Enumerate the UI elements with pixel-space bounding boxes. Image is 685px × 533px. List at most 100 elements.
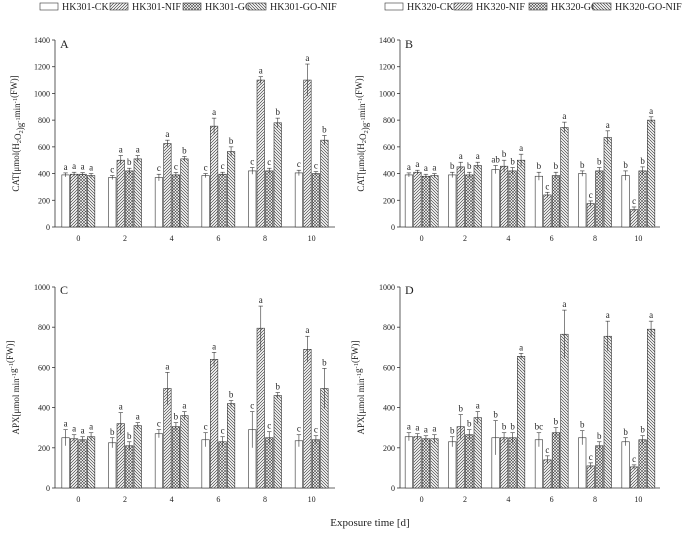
significance-label: c	[267, 157, 271, 167]
significance-label: a	[407, 422, 411, 432]
significance-label: c	[314, 161, 318, 171]
bar-hk320-nif-day-2	[456, 166, 465, 228]
x-tick-label: 10	[634, 495, 642, 504]
y-tick-label: 600	[383, 143, 395, 152]
bar-hk301-go-day-10	[311, 439, 320, 489]
significance-label: c	[204, 422, 208, 432]
y-tick-label: 800	[383, 116, 395, 125]
y-tick-label: 1200	[379, 63, 395, 72]
x-tick-label: 8	[593, 234, 597, 243]
bar-hk301-nif-day-10	[303, 79, 312, 228]
bar-hk320-ck-day-8	[578, 173, 587, 228]
bar-hk301-nif-day-0	[70, 173, 79, 228]
x-tick-label: 0	[76, 495, 80, 504]
significance-label: c	[250, 157, 254, 167]
bar-hk320-nif-day-6	[543, 194, 552, 228]
bar-hk320-go-day-2	[465, 174, 474, 228]
bar-hk320-ck-day-2	[448, 441, 457, 489]
bar-hk301-ck-day-4	[154, 433, 163, 489]
y-tick-label: 200	[38, 196, 50, 205]
bar-hk320-nif-day-4	[500, 165, 509, 228]
x-tick-label: 10	[308, 234, 316, 243]
significance-label: a	[259, 66, 263, 76]
legend-item-hk301-nif: HK301-NIF	[109, 2, 181, 13]
y-tick-label: 600	[38, 143, 50, 152]
x-tick-label: 0	[76, 234, 80, 243]
y-tick-label: 200	[38, 444, 50, 453]
y-axis-label-part: 2	[16, 140, 23, 143]
significance-label: b	[110, 427, 115, 437]
significance-label: a	[136, 412, 140, 422]
significance-label: a	[64, 419, 68, 429]
legend-item-hk301-ck: HK301-CK	[39, 2, 109, 13]
significance-label: bc	[535, 422, 544, 432]
bar-hk320-go-nif-day-4	[517, 356, 526, 489]
significance-label: c	[221, 161, 225, 171]
y-axis-label-part: O	[358, 133, 368, 140]
bar-hk320-nif-day-10	[630, 466, 639, 489]
y-axis-label-part: -1	[11, 373, 18, 378]
y-tick-label: 800	[38, 323, 50, 332]
significance-label: b	[467, 419, 472, 429]
bar-hk301-go-nif-day-10	[320, 139, 329, 228]
bar-hk320-nif-day-0	[413, 436, 422, 489]
bar-hk301-go-nif-day-6	[227, 403, 236, 489]
significance-label: b	[502, 149, 507, 159]
legend-swatch-cross	[528, 2, 548, 11]
x-tick-label: 2	[463, 234, 467, 243]
legend-label: HK301-CK	[62, 2, 109, 13]
y-tick-label: 1000	[379, 283, 395, 292]
y-tick-label: 400	[383, 170, 395, 179]
legend-label: HK320-GO-NIF	[615, 2, 682, 13]
significance-label: a	[649, 106, 653, 116]
significance-label: a	[165, 129, 169, 139]
legend-hk301: HK301-CK HK301-NIF HK301-GO HK301-GO-NIF	[39, 2, 337, 13]
significance-label: b	[276, 107, 281, 117]
bar-hk320-nif-day-6	[543, 459, 552, 489]
y-axis-label-part: CAT[μmol(H	[356, 143, 366, 192]
bar-hk320-ck-day-0	[404, 174, 413, 228]
bar-hk320-go-day-8	[595, 170, 604, 228]
bar-hk320-go-nif-day-6	[560, 127, 569, 228]
bar-hk320-go-nif-day-10	[647, 119, 656, 228]
panel-letter: C	[60, 283, 68, 297]
significance-label: a	[136, 145, 140, 155]
legend-label: HK320-GO	[551, 2, 598, 13]
y-axis-label-part: -1	[12, 98, 19, 103]
significance-label: a	[476, 151, 480, 161]
significance-label: c	[204, 163, 208, 173]
bar-hk320-go-nif-day-4	[517, 159, 526, 228]
significance-label: c	[632, 196, 636, 206]
bar-hk320-ck-day-6	[534, 439, 543, 489]
bar-hk301-ck-day-10	[294, 440, 303, 489]
significance-label: c	[157, 163, 161, 173]
y-axis-label-part: (FW)]	[350, 341, 360, 364]
x-axis-label: Exposure time [d]	[330, 517, 409, 529]
bar-hk301-go-nif-day-6	[227, 151, 236, 228]
significance-label: a	[407, 162, 411, 172]
y-axis-label-part: APX[μmol min	[356, 378, 366, 435]
y-tick-label: 800	[383, 323, 395, 332]
y-axis-label-part: O	[13, 133, 23, 140]
bar-hk301-go-nif-day-2	[133, 425, 142, 489]
bar-hk320-ck-day-10	[621, 175, 630, 228]
significance-label: b	[322, 125, 327, 135]
significance-label: b	[580, 420, 585, 430]
significance-label: a	[81, 162, 85, 172]
bar-hk301-go-day-0	[78, 173, 87, 228]
y-axis-label-part: (FW)]	[9, 75, 19, 98]
x-tick-label: 6	[550, 495, 554, 504]
bar-hk320-ck-day-0	[404, 436, 413, 489]
significance-label: b	[174, 412, 179, 422]
y-tick-label: 200	[383, 444, 395, 453]
bar-hk301-nif-day-10	[303, 349, 312, 489]
legend-item-hk320-go-nif: HK320-GO-NIF	[592, 2, 682, 13]
significance-label: c	[174, 162, 178, 172]
bar-hk320-go-nif-day-8	[603, 137, 612, 228]
legend-swatch-blank	[39, 2, 59, 11]
bar-hk301-ck-day-8	[248, 170, 257, 228]
x-tick-label: 8	[263, 234, 267, 243]
